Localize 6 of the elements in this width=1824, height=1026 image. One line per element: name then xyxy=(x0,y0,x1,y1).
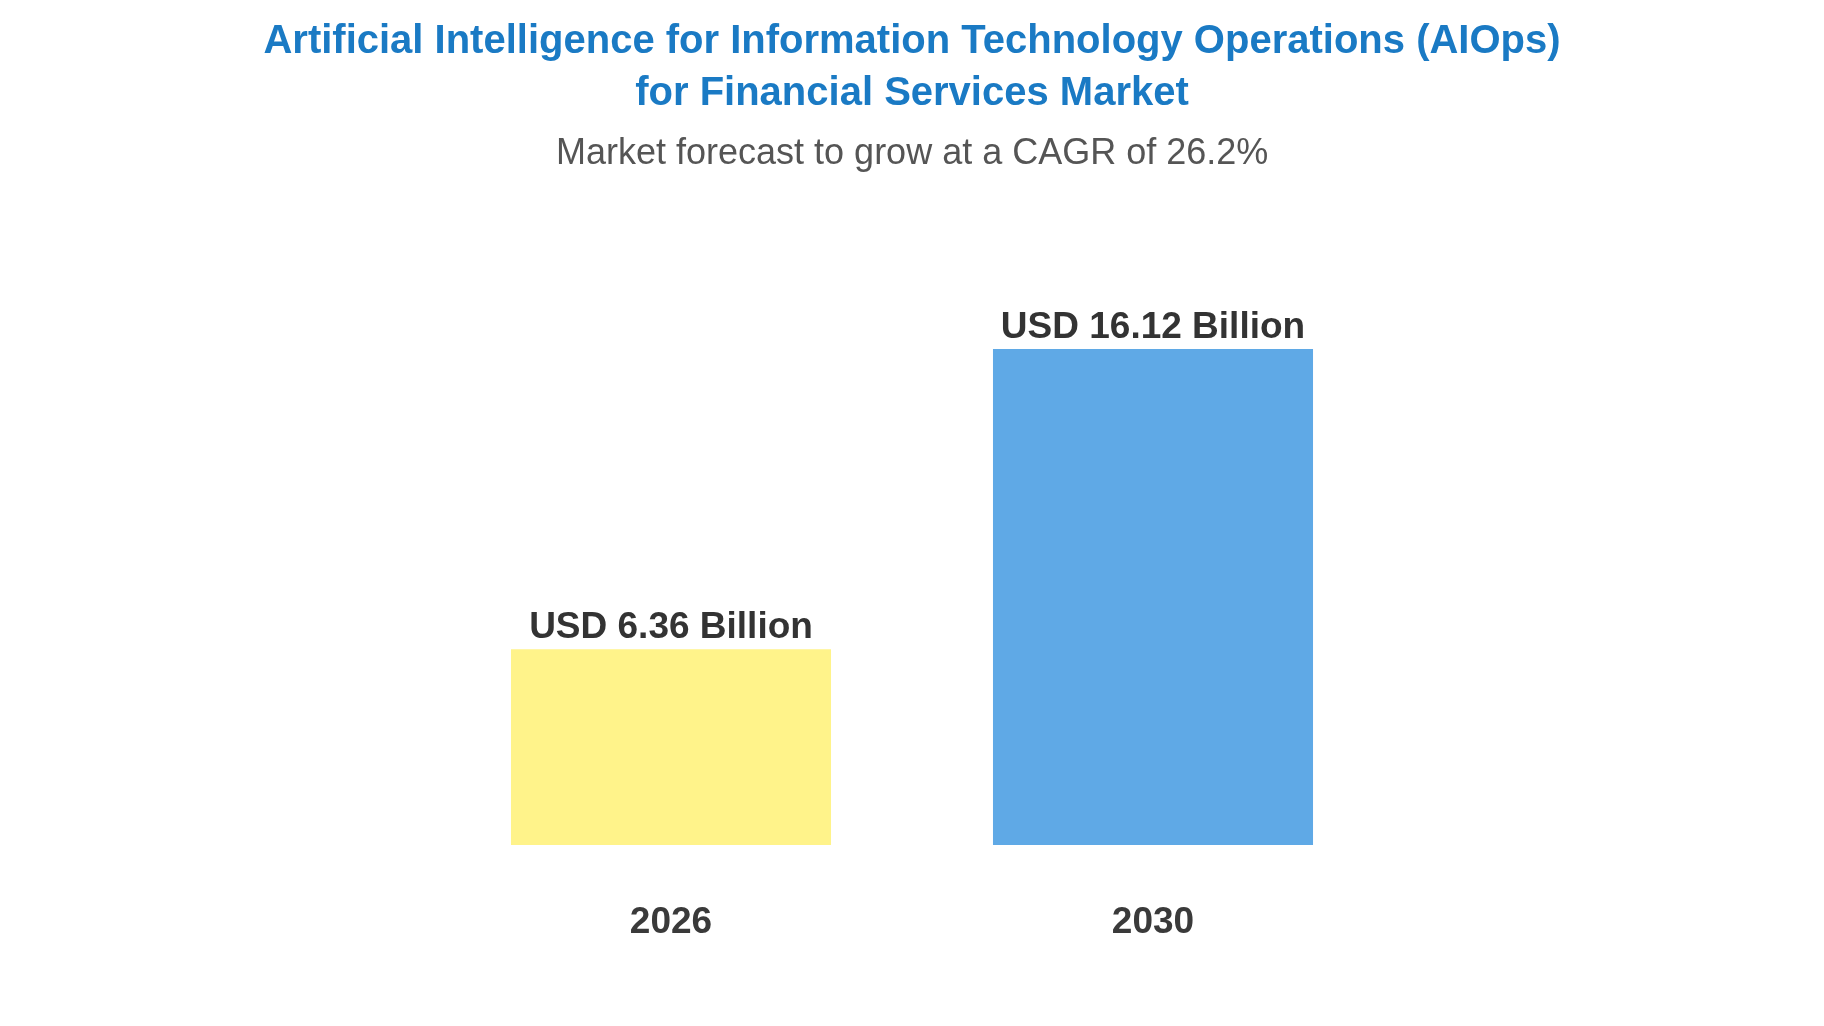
data-label: USD 6.36 Billion xyxy=(529,605,813,647)
chart-title: Artificial Intelligence for Information Technology Operations (AIOps) for Financial Services Market xyxy=(263,17,1561,114)
chart-subtitle: Market forecast to grow at a CAGR of 26.2% xyxy=(556,131,1269,172)
x-tick-label: 2026 xyxy=(629,900,713,941)
data-label: USD 16.12 Billion xyxy=(1000,305,1306,346)
x-tick-label: 2030 xyxy=(1111,900,1195,941)
